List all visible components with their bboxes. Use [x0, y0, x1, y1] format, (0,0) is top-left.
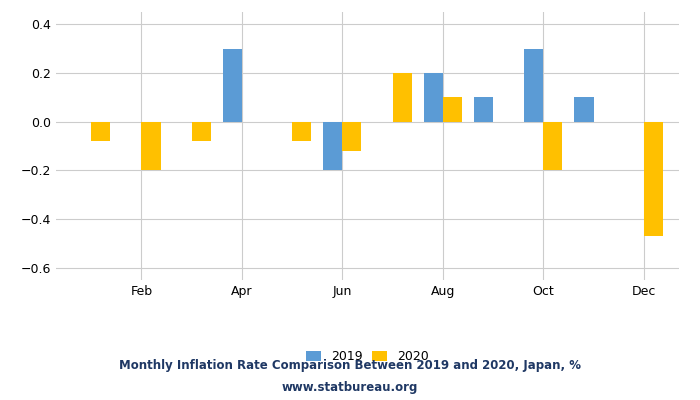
Legend: 2019, 2020: 2019, 2020: [301, 345, 434, 368]
Bar: [474, 97, 493, 122]
Text: Monthly Inflation Rate Comparison Between 2019 and 2020, Japan, %: Monthly Inflation Rate Comparison Betwee…: [119, 360, 581, 372]
Bar: [424, 73, 443, 122]
Bar: [141, 122, 160, 170]
Bar: [223, 48, 242, 122]
Bar: [91, 122, 111, 141]
Bar: [192, 122, 211, 141]
Bar: [323, 122, 342, 170]
Text: www.statbureau.org: www.statbureau.org: [282, 382, 418, 394]
Bar: [543, 122, 562, 170]
Bar: [575, 97, 594, 122]
Bar: [443, 97, 462, 122]
Bar: [393, 73, 412, 122]
Bar: [644, 122, 663, 236]
Bar: [292, 122, 312, 141]
Bar: [342, 122, 361, 151]
Bar: [524, 48, 543, 122]
